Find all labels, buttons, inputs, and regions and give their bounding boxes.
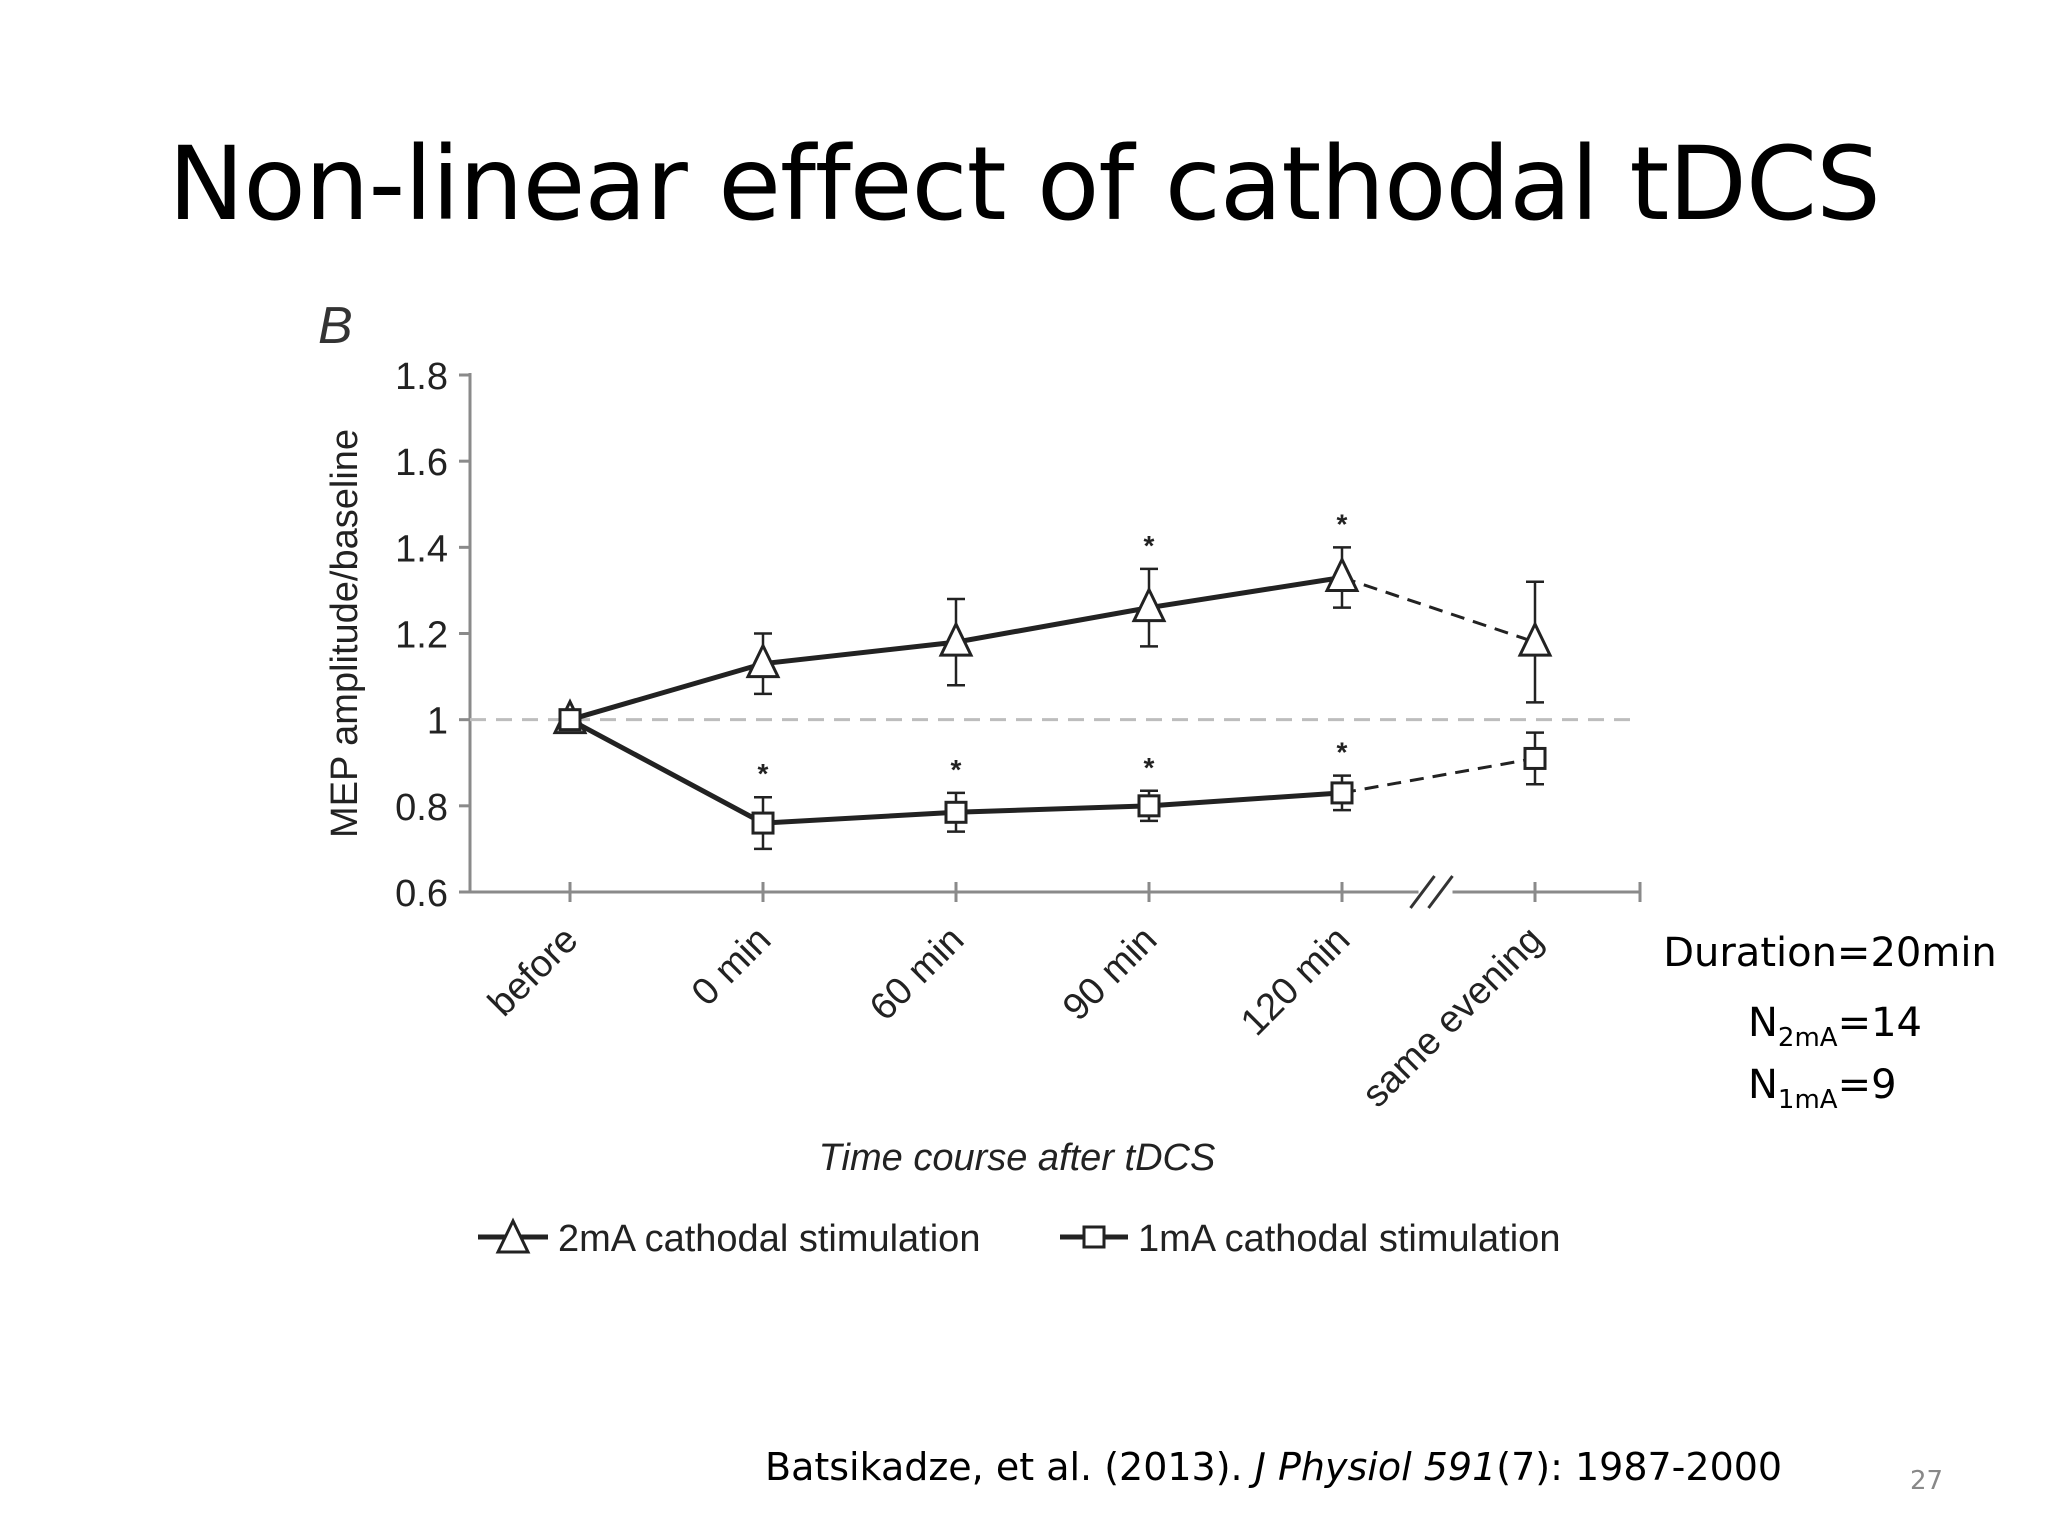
n-2ma-text: N2mA=14 (1748, 1000, 1922, 1053)
significance-star: * (1337, 737, 1348, 768)
legend-1ma-marker (1082, 1225, 1106, 1249)
citation: Batsikadze, et al. (2013). J Physiol 591… (765, 1445, 1782, 1489)
series-1ma-point (944, 800, 968, 824)
series-2ma-dashed-line (1341, 576, 1536, 644)
slide-title: Non-linear effect of cathodal tDCS (168, 125, 1881, 244)
significance-star: * (951, 754, 962, 785)
significance-star: * (1144, 530, 1155, 561)
series-1ma-dashed-line (1341, 756, 1536, 795)
significance-star: * (1337, 508, 1348, 539)
axis-break-mark (1409, 875, 1436, 909)
legend-1ma-label: 1mA cathodal stimulation (1138, 1218, 1560, 1260)
series-1ma-point (1137, 794, 1161, 818)
y-tick-label: 1.6 (395, 442, 448, 484)
series-1ma-point (1523, 746, 1547, 770)
series-1ma-point (751, 811, 775, 835)
x-axis-label: Time course after tDCS (819, 1137, 1216, 1179)
significance-star: * (1144, 752, 1155, 783)
y-tick-label: 1.4 (395, 528, 448, 570)
x-tick-label: 60 min (862, 919, 972, 1029)
n-2ma-prefix: N (1748, 1000, 1778, 1046)
legend-2ma-label: 2mA cathodal stimulation (558, 1218, 980, 1260)
legend-2ma-marker (495, 1217, 531, 1254)
x-tick-label: same evening (1354, 919, 1551, 1116)
n-1ma-subscript: 1mA (1777, 1085, 1838, 1115)
series-1ma-point (1330, 781, 1354, 805)
series-2ma-point (1131, 586, 1167, 623)
n-2ma-subscript: 2mA (1777, 1023, 1838, 1053)
series-2ma-point (938, 620, 974, 657)
x-tick-label: 90 min (1055, 919, 1165, 1029)
citation-journal: J Physiol 591 (1254, 1445, 1497, 1489)
series-2ma-point (1517, 620, 1553, 657)
axis-break-mark (1427, 875, 1454, 909)
n-1ma-prefix: N (1748, 1062, 1778, 1108)
duration-text: Duration=20min (1663, 930, 1997, 976)
page-number: 27 (1910, 1466, 1944, 1496)
y-tick-label: 1.8 (395, 356, 448, 398)
n-1ma-text: N1mA=9 (1748, 1062, 1897, 1115)
y-tick-label: 0.6 (395, 873, 448, 915)
x-tick-label: 120 min (1233, 919, 1358, 1044)
x-tick-label: 0 min (684, 919, 779, 1014)
y-axis-label: MEP amplitude/baseline (324, 429, 366, 838)
n-1ma-value: =9 (1837, 1062, 1897, 1108)
citation-issue: (7): 1987-2000 (1496, 1445, 1783, 1489)
n-2ma-value: =14 (1837, 1000, 1922, 1046)
y-tick-label: 0.8 (395, 787, 448, 829)
significance-star: * (758, 758, 769, 789)
citation-authors: Batsikadze, et al. (2013). (765, 1445, 1255, 1489)
series-2ma-point (1324, 556, 1360, 592)
panel-label: B (318, 297, 353, 355)
series-2ma-point (745, 642, 781, 679)
y-tick-label: 1.2 (395, 615, 448, 657)
y-tick-label: 1 (427, 701, 448, 743)
series-1ma-point (558, 708, 582, 732)
x-tick-label: before (480, 919, 586, 1025)
